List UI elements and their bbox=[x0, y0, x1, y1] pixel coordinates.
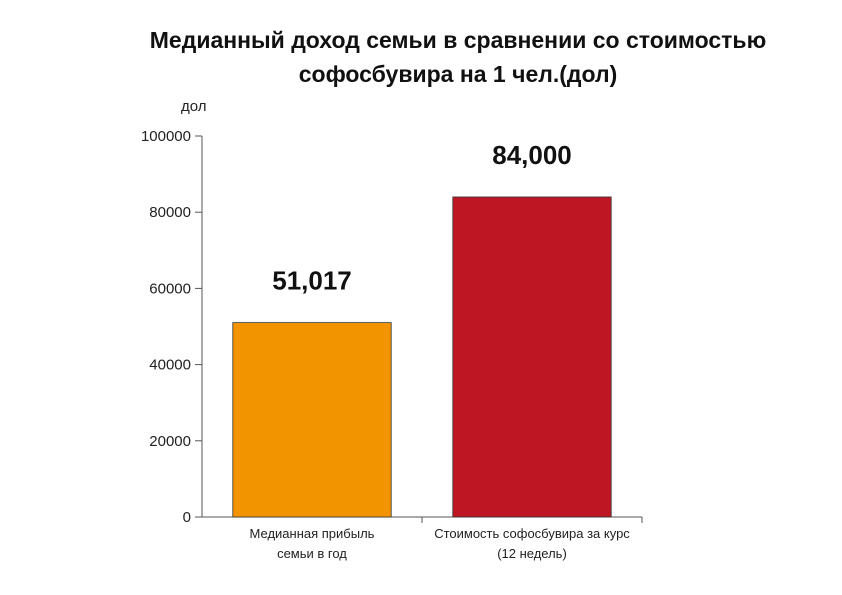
value-labels: 51,017 84,000 bbox=[272, 140, 572, 296]
category-label: Медианная прибыль bbox=[250, 526, 375, 541]
y-tick-label: 0 bbox=[183, 509, 191, 526]
y-tick-label: 100000 bbox=[141, 128, 191, 145]
category-labels: Медианная прибыль семьи в год Стоимость со… bbox=[250, 526, 631, 561]
chart-title-line-1: Медианный доход семьи в сравнении со сто… bbox=[150, 27, 766, 53]
y-tick-label: 20000 bbox=[149, 433, 191, 450]
category-label: семьи в год bbox=[277, 546, 347, 561]
y-axis-unit-label: дол bbox=[181, 98, 207, 115]
chart-title-line-2: софосбувира на 1 чел.(дол) bbox=[299, 61, 618, 87]
bar-value-label: 84,000 bbox=[492, 140, 572, 170]
bar-value-label: 51,017 bbox=[272, 266, 352, 296]
y-tick-label: 60000 bbox=[149, 280, 191, 297]
chart-title: Медианный доход семьи в сравнении со сто… bbox=[150, 27, 766, 87]
category-label: (12 недель) bbox=[497, 546, 567, 561]
bar bbox=[452, 196, 612, 518]
y-tick-label: 80000 bbox=[149, 204, 191, 221]
y-axis-ticks: 0 20000 40000 60000 80000 100000 bbox=[141, 128, 202, 526]
category-label: Стоимость софосбувира за курс bbox=[434, 526, 630, 541]
bar bbox=[232, 322, 392, 518]
bars bbox=[232, 196, 612, 518]
y-tick-label: 40000 bbox=[149, 357, 191, 374]
